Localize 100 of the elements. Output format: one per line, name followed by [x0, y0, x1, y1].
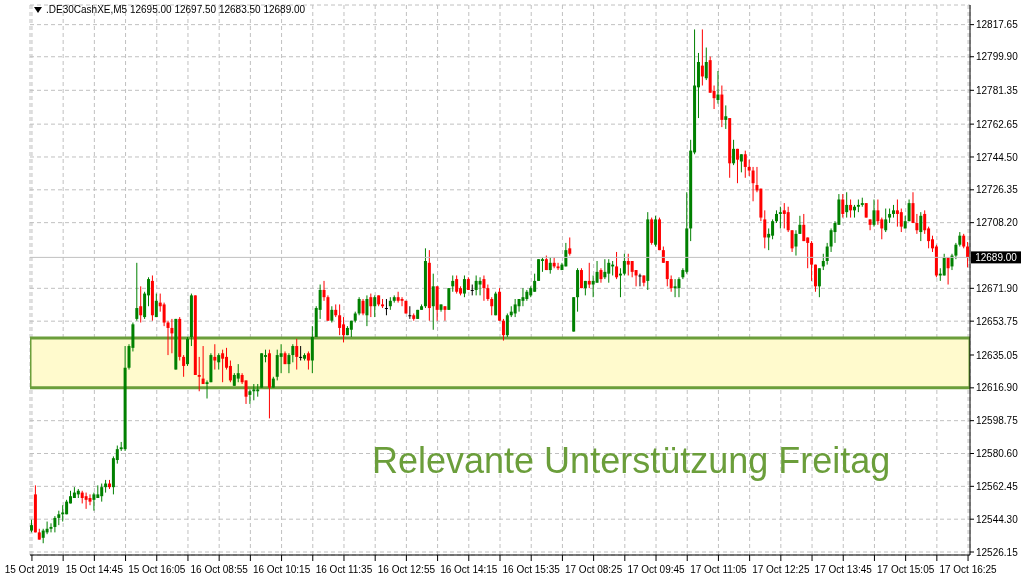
candlestick — [248, 388, 252, 405]
candlestick — [915, 213, 919, 235]
candlestick — [735, 148, 739, 184]
candlestick — [946, 256, 950, 286]
candlestick — [802, 213, 806, 242]
x-tick-label: 17 Oct 11:05 — [690, 564, 748, 575]
candlestick — [408, 305, 412, 320]
candlestick — [751, 166, 755, 202]
candlestick — [782, 202, 786, 229]
candlestick — [677, 276, 681, 298]
candlestick — [443, 305, 447, 322]
candlestick — [884, 208, 888, 233]
candlestick — [88, 493, 92, 506]
candlestick — [435, 285, 439, 322]
candlestick — [966, 241, 970, 268]
x-tick-label: 17 Oct 09:45 — [627, 564, 686, 575]
candlestick — [84, 492, 88, 510]
candlestick — [310, 325, 314, 374]
candlestick — [396, 291, 400, 304]
x-tick-label: 16 Oct 10:15 — [252, 564, 311, 575]
candlestick — [876, 198, 880, 226]
candlestick — [841, 193, 845, 219]
candlestick — [478, 276, 482, 296]
x-tick-label: 16 Oct 14:15 — [440, 564, 498, 575]
x-tick-label: 16 Oct 15:35 — [502, 564, 561, 575]
candlestick — [595, 260, 599, 284]
candlestick — [810, 240, 814, 282]
candlestick — [872, 198, 876, 228]
candlestick — [447, 287, 451, 311]
candlestick — [786, 206, 790, 233]
candlestick — [591, 274, 595, 298]
y-tick-label: 12635.05 — [976, 349, 1019, 361]
candlestick — [182, 354, 186, 378]
y-tick-label: 12671.90 — [976, 282, 1019, 294]
y-tick-label: 12726.35 — [976, 184, 1019, 196]
chart-title: .DE30CashXE,M5 12695.00 12697.50 12683.50 12689.00 — [46, 4, 306, 15]
candlestick — [704, 47, 708, 81]
y-tick-label: 12799.90 — [976, 51, 1019, 63]
y-tick-label: 12744.50 — [976, 151, 1019, 163]
x-tick-label: 16 Oct 08:55 — [190, 564, 249, 575]
candlestick — [732, 139, 736, 166]
y-tick-label: 12762.65 — [976, 118, 1019, 130]
candlestick — [501, 318, 505, 342]
x-tick-label: 17 Oct 16:25 — [939, 564, 998, 575]
candlestick — [615, 251, 619, 280]
ref-line-label: 12689.00 — [975, 252, 1018, 264]
x-tick-label: 17 Oct 12:25 — [752, 564, 810, 575]
candlestick — [279, 343, 283, 374]
candlestick — [622, 253, 626, 276]
x-tick-label: 17 Oct 13:45 — [814, 564, 873, 575]
x-tick-label: 16 Oct 12:55 — [377, 564, 436, 575]
y-tick-label: 12616.90 — [976, 382, 1019, 394]
candlestick — [170, 318, 174, 354]
candlestick — [626, 253, 630, 276]
candlestick — [474, 274, 478, 296]
candlestick — [716, 70, 720, 105]
candlestick — [100, 483, 104, 503]
candlestick — [813, 264, 817, 293]
candlestick — [743, 150, 747, 179]
candlestick — [373, 294, 377, 318]
candlestick — [607, 258, 611, 284]
candlestick — [845, 191, 849, 219]
candlestick — [61, 504, 65, 523]
y-tick-label: 12526.15 — [976, 546, 1019, 558]
x-tick-label: 17 Oct 08:25 — [564, 564, 623, 575]
candlestick — [556, 262, 560, 271]
candlestick — [135, 262, 139, 322]
candlestick — [369, 293, 373, 318]
candlestick — [365, 294, 369, 327]
x-tick-label: 15 Oct 2019 — [4, 564, 60, 575]
candlestick — [213, 343, 217, 371]
y-tick-label: 12781.35 — [976, 84, 1019, 96]
x-tick-label: 16 Oct 11:35 — [315, 564, 373, 575]
candlestick — [513, 298, 517, 318]
x-tick-label: 15 Oct 16:05 — [128, 564, 186, 575]
candlestick — [482, 274, 486, 302]
candlestick — [794, 229, 798, 257]
candlestick — [700, 28, 704, 87]
candlestick — [295, 338, 299, 371]
y-tick-label: 12544.30 — [976, 513, 1019, 525]
candlestick — [455, 274, 459, 295]
candlestick — [650, 217, 654, 246]
candlestick — [919, 211, 923, 242]
candlestick — [299, 345, 303, 362]
candlestick — [868, 218, 872, 231]
candlestick — [568, 236, 572, 257]
candlestick — [603, 258, 607, 280]
y-tick-label: 12562.45 — [976, 480, 1019, 492]
x-tick-label: 15 Oct 14:45 — [65, 564, 124, 575]
y-tick-label: 12598.75 — [976, 415, 1019, 427]
candlestick — [244, 379, 248, 405]
candlestick — [201, 345, 205, 385]
candlestick — [790, 229, 794, 253]
candlestick — [431, 273, 435, 331]
candlestick — [763, 209, 767, 249]
candlestick — [228, 360, 232, 383]
candlestick — [92, 492, 96, 512]
candlestick — [724, 104, 728, 130]
candlestick — [533, 273, 537, 293]
candlestick — [139, 285, 143, 324]
